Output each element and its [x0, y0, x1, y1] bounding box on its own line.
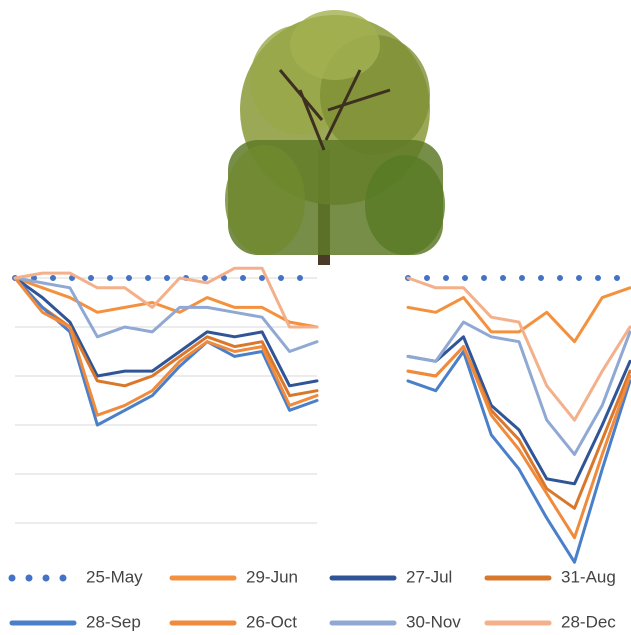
series-line — [13, 276, 319, 329]
series-line — [406, 276, 631, 422]
legend-label: 30-Nov — [406, 612, 461, 631]
series-line — [13, 276, 319, 353]
series-line — [406, 335, 631, 486]
series-line — [406, 286, 631, 344]
series-line — [13, 266, 319, 329]
legend-label: 27-Jul — [406, 567, 452, 586]
legend-label: 29-Jun — [246, 567, 298, 586]
series-line — [406, 320, 631, 456]
legend-label: 25-May — [86, 567, 143, 586]
series-line — [406, 350, 631, 564]
series-line — [13, 276, 319, 417]
legend-label: 31-Aug — [561, 567, 616, 586]
legend-label: 26-Oct — [246, 612, 297, 631]
series-line — [406, 345, 631, 540]
tree-illustration — [225, 10, 445, 265]
legend-label: 28-Sep — [86, 612, 141, 631]
legend-label: 28-Dec — [561, 612, 616, 631]
series-line — [13, 276, 319, 388]
series-line — [13, 276, 319, 427]
